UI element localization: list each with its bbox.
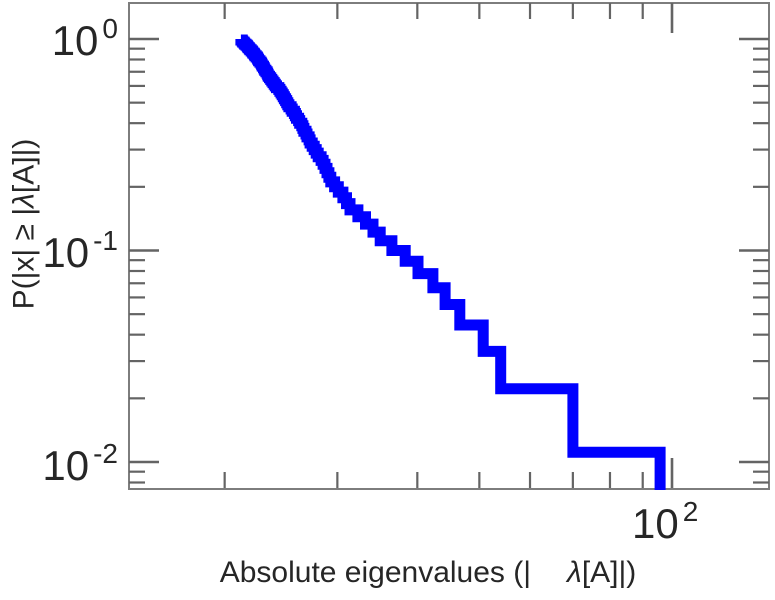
x-axis-label: Absolute eigenvalues (| λ[A]|) bbox=[128, 556, 728, 589]
x-tick-1e2-exponent: 2 bbox=[682, 496, 699, 527]
y-tick-1e0-exponent: 0 bbox=[102, 13, 118, 44]
y-axis-label: P(|x| ≥ |λ[A]|) bbox=[8, 139, 41, 310]
y-axis-label-suffix: [A]|) bbox=[7, 138, 41, 194]
x-tick-label-1e2: 10 2 bbox=[632, 498, 698, 547]
x-tick-1e2-base: 10 bbox=[632, 500, 679, 547]
x-axis-label-suffix: [A]|) bbox=[581, 556, 637, 589]
y-tick-label-1e-2: 10 -2 bbox=[0, 440, 118, 489]
y-axis-label-lambda: λ bbox=[7, 193, 41, 208]
y-tick-label-1e0: 10 0 bbox=[0, 15, 118, 64]
y-tick-1e-2-base: 10 bbox=[42, 442, 90, 489]
x-axis-label-lambda: λ bbox=[567, 556, 582, 589]
y-tick-label-1e-1: 10 -1 bbox=[0, 227, 118, 276]
y-tick-1e0-base: 10 bbox=[51, 17, 99, 64]
y-axis-label-text: P(|x| ≥ | bbox=[7, 207, 41, 310]
x-axis-label-text: Absolute eigenvalues (| bbox=[219, 556, 532, 589]
y-tick-1e-1-exponent: -1 bbox=[93, 225, 118, 256]
y-tick-1e-1-base: 10 bbox=[42, 229, 90, 276]
y-tick-1e-2-exponent: -2 bbox=[93, 438, 118, 469]
